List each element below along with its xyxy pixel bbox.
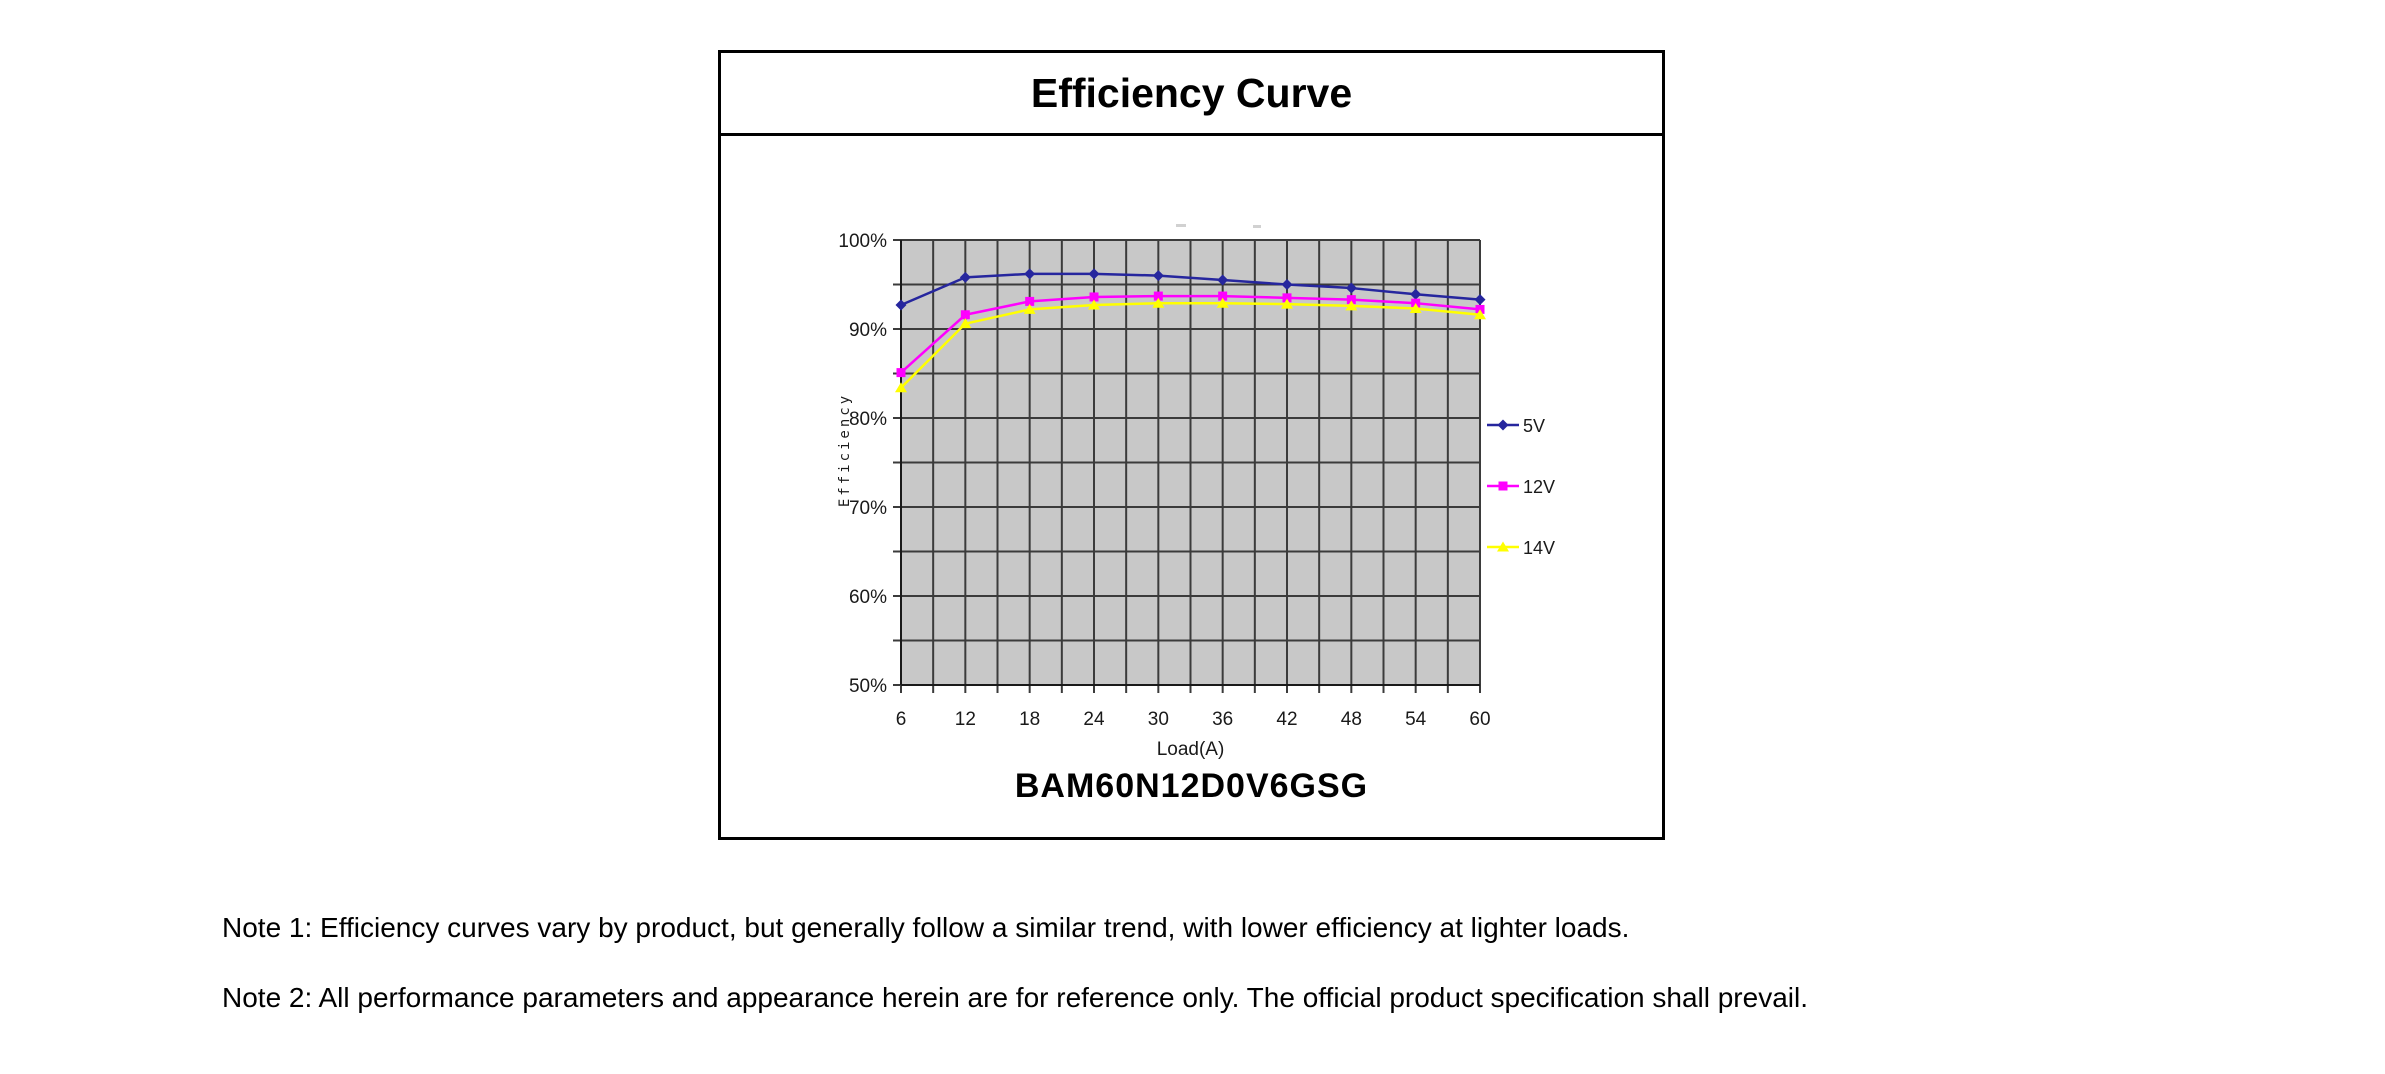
- series-14V-marker-triangle: [959, 318, 972, 329]
- series-5V-marker-diamond: [1410, 288, 1422, 300]
- x-tick-label: 60: [1469, 709, 1490, 730]
- series-5V-marker-diamond: [1088, 268, 1100, 280]
- y-tick-label: 70%: [849, 498, 887, 519]
- series-line-5V: [899, 272, 1482, 307]
- y-tick-label: 60%: [849, 587, 887, 608]
- series-line-12V: [899, 294, 1482, 374]
- series-14V-marker-triangle: [1216, 297, 1229, 308]
- note-1: Note 1: Efficiency curves vary by produc…: [222, 912, 1630, 943]
- series-14V-marker-triangle: [1409, 303, 1422, 314]
- series-14V-marker-triangle: [1023, 303, 1036, 314]
- y-tick-label: 50%: [849, 676, 887, 697]
- x-tick-label: 12: [955, 709, 976, 730]
- series-12V-marker-square: [960, 310, 970, 320]
- artifact-speck: [1253, 225, 1261, 228]
- series-5V-marker-diamond: [959, 271, 971, 283]
- y-tick-label: 100%: [838, 231, 887, 252]
- series-12V-marker-square: [1218, 291, 1228, 301]
- x-tick-label: 6: [896, 709, 907, 730]
- series-5V-marker-diamond: [1152, 270, 1164, 282]
- series-14V-marker-triangle: [1088, 299, 1100, 310]
- x-tick-label: 42: [1276, 709, 1297, 730]
- x-axis-title: Load(A): [1157, 739, 1225, 760]
- legend-14V-marker-triangle: [1497, 541, 1509, 552]
- series-5V-marker-diamond: [895, 299, 907, 311]
- legend-5V-marker-diamond: [1497, 419, 1509, 431]
- series-12V-marker-square: [1346, 295, 1356, 305]
- series-5V-marker-diamond: [1217, 274, 1229, 286]
- series-12V-marker-square: [1153, 291, 1163, 301]
- y-tick-label: 80%: [849, 409, 887, 430]
- x-tick-label: 18: [1019, 709, 1040, 730]
- series-12V-marker-square: [1025, 296, 1035, 306]
- series-5V-marker-diamond: [1474, 294, 1486, 306]
- y-tick-label: 90%: [849, 320, 887, 341]
- x-tick-label: 30: [1148, 709, 1169, 730]
- series-12V-marker-square: [1089, 292, 1099, 302]
- y-axis-title: Efficiency: [837, 393, 853, 507]
- product-part-number: BAM60N12D0V6GSG: [1014, 767, 1369, 805]
- series-14V-marker-triangle: [895, 382, 907, 393]
- x-tick-label: 36: [1212, 709, 1233, 730]
- series-14V-marker-triangle: [1345, 300, 1358, 311]
- artifact-speck: [1176, 224, 1186, 227]
- efficiency-curve-figure: Efficiency Curve 100% 90% 80% 70% 60% 50% 6 12 1…: [718, 50, 1665, 840]
- series-12V-marker-square: [896, 368, 906, 378]
- series-5V-marker-diamond: [1024, 268, 1036, 280]
- legend-12V-marker-square: [1498, 481, 1508, 491]
- legend-label-14V: 14V: [1523, 538, 1555, 558]
- legend-label-12V: 12V: [1523, 477, 1555, 497]
- series-14V-marker-triangle: [1281, 298, 1293, 309]
- series-14V-marker-triangle: [1152, 297, 1165, 308]
- figure-title: Efficiency Curve: [721, 53, 1662, 136]
- x-tick-label: 24: [1083, 709, 1105, 730]
- legend-label-5V: 5V: [1523, 416, 1545, 436]
- series-14V-marker-triangle: [1474, 309, 1486, 320]
- x-tick-label: 54: [1405, 709, 1427, 730]
- efficiency-chart: 100% 90% 80% 70% 60% 50% 6 12 18 24 30 36 42 48 54 60 Lo…: [721, 136, 1662, 766]
- series-12V-marker-square: [1282, 293, 1292, 303]
- series-5V-marker-diamond: [1281, 279, 1293, 290]
- series-5V-marker-diamond: [1345, 282, 1357, 294]
- x-tick-label: 48: [1341, 709, 1362, 730]
- note-2: Note 2: All performance parameters and a…: [222, 982, 1808, 1013]
- series-line-14V: [899, 301, 1482, 389]
